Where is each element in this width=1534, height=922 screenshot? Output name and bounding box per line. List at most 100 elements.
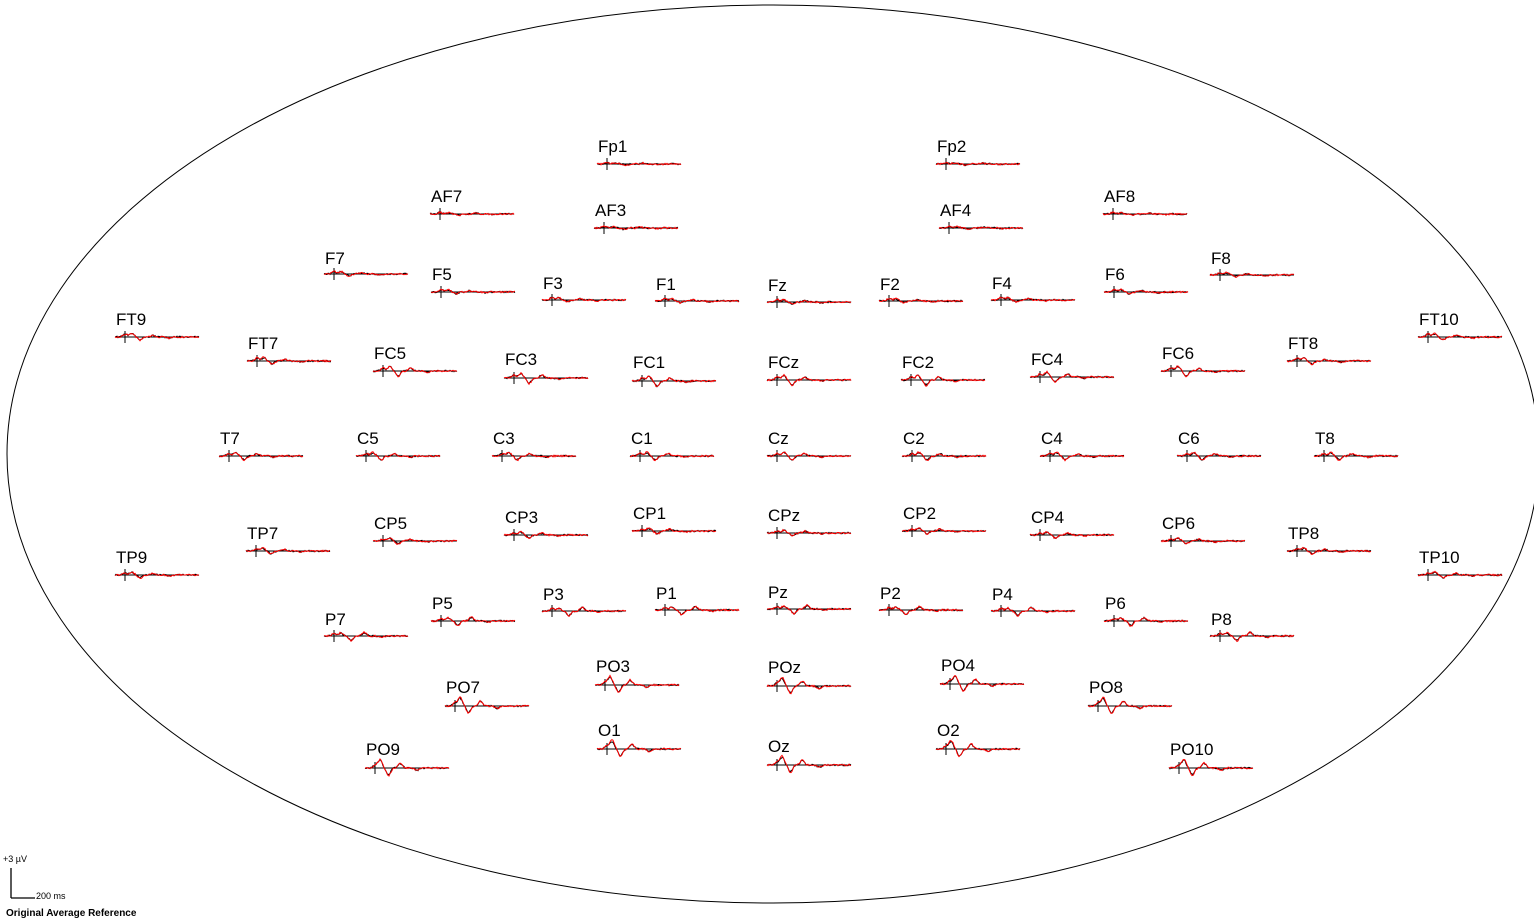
channel-cp4: CP4 bbox=[1030, 508, 1114, 541]
waveform-condition-b bbox=[655, 606, 739, 615]
channel-t7: T7 bbox=[219, 429, 303, 462]
channel-label: FC6 bbox=[1162, 344, 1194, 363]
channel-label: AF8 bbox=[1104, 187, 1135, 206]
channel-label: TP10 bbox=[1419, 548, 1460, 567]
channel-label: P1 bbox=[656, 584, 677, 603]
channel-label: CP3 bbox=[505, 508, 538, 527]
waveform-condition-b bbox=[1210, 632, 1294, 642]
channel-label: C6 bbox=[1178, 429, 1200, 448]
channel-label: C5 bbox=[357, 429, 379, 448]
channel-label: P8 bbox=[1211, 610, 1232, 629]
channel-cp1: CP1 bbox=[632, 504, 716, 537]
channel-cp6: CP6 bbox=[1161, 514, 1245, 547]
channel-label: POz bbox=[768, 658, 801, 677]
channel-tp9: TP9 bbox=[115, 548, 199, 581]
channel-label: C1 bbox=[631, 429, 653, 448]
waveform-condition-b bbox=[492, 453, 576, 461]
waveform-condition-a bbox=[767, 606, 851, 614]
channel-fcz: FCz bbox=[767, 353, 851, 386]
channel-p8: P8 bbox=[1210, 610, 1294, 642]
channel-label: FT10 bbox=[1419, 310, 1459, 329]
channel-ft7: FT7 bbox=[247, 334, 331, 367]
channel-fc4: FC4 bbox=[1030, 350, 1114, 383]
channel-group: Fp1 Fp2AF7AF3 AF4AF8F7F5 F3 F1 Fz F2 F4 F6F8FT9F… bbox=[115, 137, 1502, 776]
channel-f4: F4 bbox=[991, 274, 1075, 306]
channel-fz: Fz bbox=[767, 276, 851, 308]
channel-c6: C6 bbox=[1177, 429, 1261, 462]
waveform-condition-b bbox=[373, 366, 457, 377]
channel-label: FT9 bbox=[116, 310, 146, 329]
channel-p7: P7 bbox=[324, 610, 408, 642]
channel-fc5: FC5 bbox=[373, 344, 457, 377]
channel-label: Pz bbox=[768, 583, 788, 602]
channel-cp2: CP2 bbox=[902, 504, 986, 537]
channel-label: CP5 bbox=[374, 514, 407, 533]
channel-ft9: FT9 bbox=[115, 310, 199, 343]
channel-po9: PO9 bbox=[365, 740, 449, 776]
channel-cz: Cz bbox=[767, 429, 851, 462]
channel-label: CP2 bbox=[903, 504, 936, 523]
channel-label: AF3 bbox=[595, 201, 626, 220]
channel-p3: P3 bbox=[542, 585, 626, 617]
channel-pz: Pz bbox=[767, 583, 851, 615]
channel-f5: F5 bbox=[431, 265, 515, 298]
channel-poz: POz bbox=[767, 658, 851, 694]
channel-label: T7 bbox=[220, 429, 240, 448]
channel-label: P5 bbox=[432, 594, 453, 613]
channel-fp1: Fp1 bbox=[597, 137, 681, 170]
waveform-condition-b bbox=[445, 697, 529, 713]
channel-label: FT7 bbox=[248, 334, 278, 353]
channel-label: P4 bbox=[992, 585, 1013, 604]
channel-cp3: CP3 bbox=[504, 508, 588, 541]
channel-label: PO3 bbox=[596, 657, 630, 676]
channel-label: T8 bbox=[1315, 429, 1335, 448]
channel-p6: P6 bbox=[1104, 594, 1188, 627]
channel-label: PO8 bbox=[1089, 678, 1123, 697]
head-outline bbox=[7, 5, 1534, 903]
channel-po4: PO4 bbox=[940, 656, 1024, 691]
channel-fc2: FC2 bbox=[901, 353, 985, 386]
channel-c3: C3 bbox=[492, 429, 576, 462]
channel-label: FCz bbox=[768, 353, 799, 372]
channel-label: O2 bbox=[937, 721, 960, 740]
channel-label: F3 bbox=[543, 274, 563, 293]
channel-c1: C1 bbox=[630, 429, 714, 462]
waveform-condition-b bbox=[767, 755, 851, 772]
channel-label: P6 bbox=[1105, 594, 1126, 613]
waveform-condition-b bbox=[991, 607, 1075, 616]
channel-label: F2 bbox=[880, 275, 900, 294]
waveform-condition-b bbox=[430, 212, 514, 216]
channel-p1: P1 bbox=[655, 584, 739, 616]
channel-label: Fz bbox=[768, 276, 787, 295]
channel-f6: F6 bbox=[1104, 265, 1188, 298]
channel-c5: C5 bbox=[356, 429, 440, 462]
channel-f3: F3 bbox=[542, 274, 626, 306]
channel-label: CP6 bbox=[1162, 514, 1195, 533]
channel-label: F1 bbox=[656, 275, 676, 294]
legend-time-label: 200 ms bbox=[36, 891, 66, 901]
channel-p5: P5 bbox=[431, 594, 515, 627]
channel-fc1: FC1 bbox=[632, 353, 716, 387]
scale-legend: +3 µV 200 ms Original Average Reference bbox=[3, 854, 137, 919]
channel-label: FT8 bbox=[1288, 334, 1318, 353]
channel-po8: PO8 bbox=[1088, 678, 1172, 713]
channel-label: P3 bbox=[543, 585, 564, 604]
channel-label: F7 bbox=[325, 249, 345, 268]
channel-label: FC3 bbox=[505, 350, 537, 369]
channel-o1: O1 bbox=[597, 721, 681, 757]
channel-cpz: CPz bbox=[767, 506, 851, 539]
waveform-condition-b bbox=[901, 375, 985, 386]
channel-label: AF7 bbox=[431, 187, 462, 206]
channel-c2: C2 bbox=[902, 429, 986, 462]
channel-label: O1 bbox=[598, 721, 621, 740]
channel-label: TP8 bbox=[1288, 524, 1319, 543]
channel-label: F5 bbox=[432, 265, 452, 284]
channel-label: F6 bbox=[1105, 265, 1125, 284]
channel-label: P7 bbox=[325, 610, 346, 629]
channel-label: P2 bbox=[880, 584, 901, 603]
channel-f1: F1 bbox=[655, 275, 739, 307]
channel-p4: P4 bbox=[991, 585, 1075, 617]
channel-po7: PO7 bbox=[445, 678, 529, 713]
channel-label: PO9 bbox=[366, 740, 400, 759]
channel-label: CPz bbox=[768, 506, 800, 525]
